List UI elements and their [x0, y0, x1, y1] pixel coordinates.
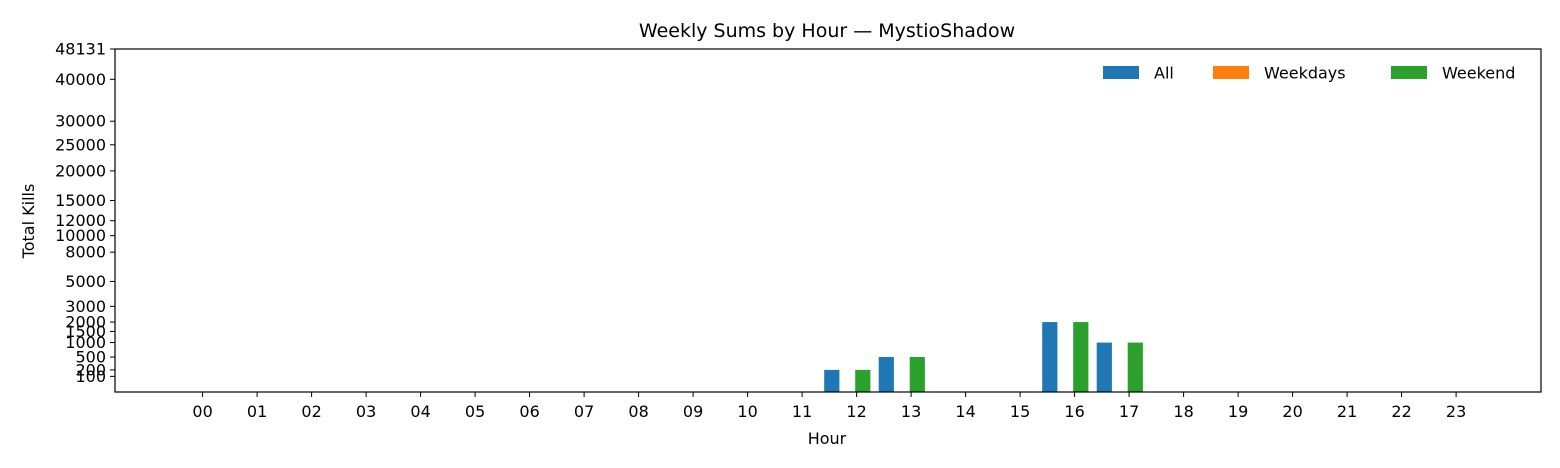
bar-all-17 [1096, 342, 1112, 392]
x-tick-label: 00 [192, 402, 212, 421]
x-tick-label: 04 [410, 402, 430, 421]
bar-weekend-13 [909, 357, 925, 392]
x-tick-label: 01 [247, 402, 267, 421]
x-tick-label: 12 [846, 402, 866, 421]
legend-swatch-all [1103, 66, 1139, 79]
legend-label-weekend: Weekend [1442, 64, 1515, 83]
bars [824, 322, 1143, 392]
y-tick-label: 100 [75, 367, 106, 386]
y-tick-label: 12000 [55, 211, 106, 230]
y-tick-label: 1500 [65, 322, 106, 341]
x-tick-label: 03 [356, 402, 376, 421]
x-tick-label: 14 [955, 402, 975, 421]
x-axis-label: Hour [808, 429, 847, 448]
x-axis: 00 01 02 03 04 05 06 07 08 09 10 11 12 13 14 15 16 17 18 19… [192, 392, 1466, 421]
bar-all-13 [878, 357, 894, 392]
y-tick-label: 10000 [55, 226, 106, 245]
y-tick-label: 25000 [55, 135, 106, 154]
x-tick-label: 10 [737, 402, 757, 421]
bar-weekend-12 [855, 369, 871, 392]
legend-label-weekdays: Weekdays [1264, 64, 1346, 83]
x-tick-label: 18 [1173, 402, 1193, 421]
plot-frame [114, 48, 1542, 393]
x-tick-label: 07 [574, 402, 594, 421]
y-tick-label: 30000 [55, 112, 106, 131]
x-tick-label: 19 [1228, 402, 1248, 421]
x-tick-label: 06 [519, 402, 539, 421]
x-tick-label: 20 [1282, 402, 1302, 421]
x-tick-label: 09 [683, 402, 703, 421]
x-tick-label: 13 [901, 402, 921, 421]
x-tick-label: 08 [628, 402, 648, 421]
y-tick-label: 8000 [65, 243, 106, 262]
legend-label-all: All [1154, 64, 1174, 83]
y-tick-label: 3000 [65, 297, 106, 316]
x-tick-label: 11 [792, 402, 812, 421]
legend-swatch-weekend [1391, 66, 1427, 79]
x-tick-label: 05 [465, 402, 485, 421]
x-tick-label: 22 [1391, 402, 1411, 421]
y-tick-label: 15000 [55, 191, 106, 210]
y-tick-label: 1000 [65, 333, 106, 352]
chart-title: Weekly Sums by Hour — MystioShadow [639, 20, 1015, 42]
bar-weekend-16 [1073, 322, 1089, 392]
x-tick-label: 15 [1010, 402, 1030, 421]
y-tick-label: 200 [75, 360, 106, 379]
x-tick-label: 17 [1119, 402, 1139, 421]
x-tick-label: 02 [301, 402, 321, 421]
y-tick-label: 40000 [55, 70, 106, 89]
y-tick-label: 20000 [55, 161, 106, 180]
x-tick-label: 16 [1064, 402, 1084, 421]
x-tick-label: 21 [1337, 402, 1357, 421]
y-tick-label: 500 [75, 348, 106, 367]
y-axis-label: Total Kills [19, 184, 38, 260]
x-tick-label: 23 [1446, 402, 1466, 421]
bar-weekend-17 [1127, 342, 1143, 392]
bar-all-12 [824, 369, 840, 392]
legend: All Weekdays Weekend [1103, 64, 1515, 83]
y-tick-label: 2000 [65, 313, 106, 332]
bar-all-16 [1042, 322, 1058, 392]
y-tick-label: 5000 [65, 272, 106, 291]
y-tick-label: 48131 [55, 40, 106, 59]
legend-swatch-weekdays [1213, 66, 1249, 79]
